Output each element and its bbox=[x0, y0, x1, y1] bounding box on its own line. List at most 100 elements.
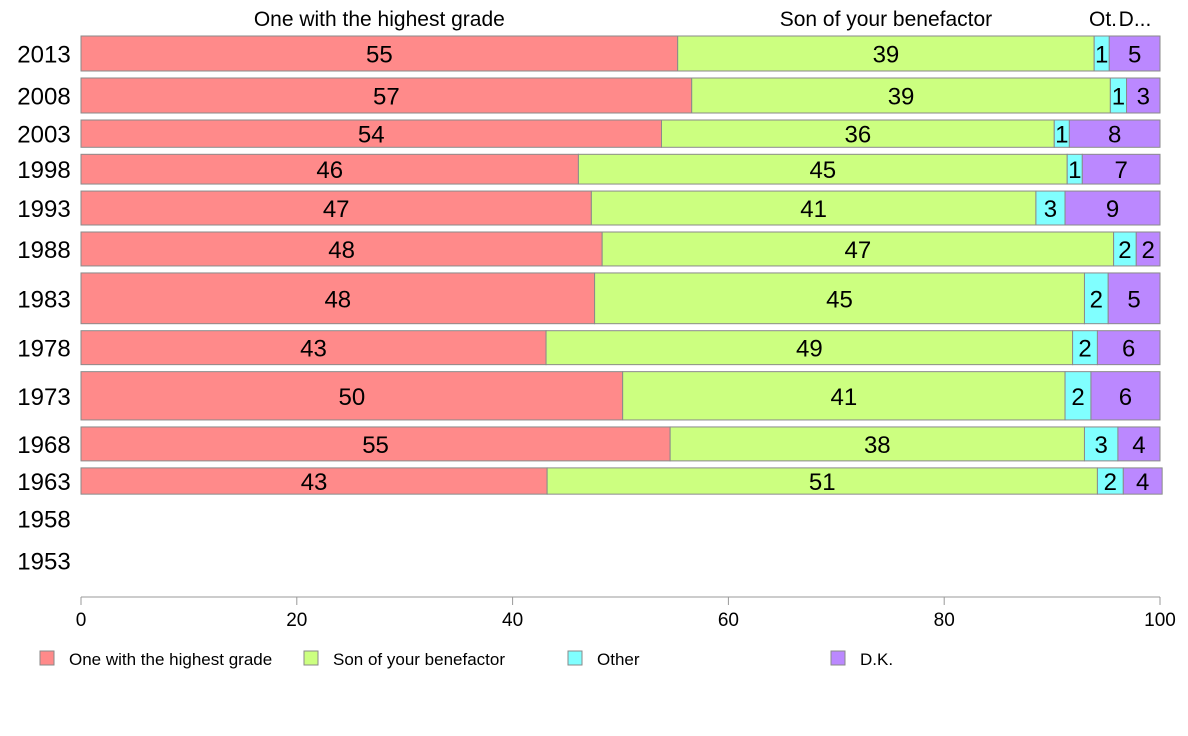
bar-value-label: 2 bbox=[1090, 286, 1103, 313]
bar-value-label: 1 bbox=[1068, 157, 1081, 184]
bar-value-label: 2 bbox=[1078, 336, 1091, 363]
bar-segment bbox=[546, 467, 1098, 495]
bars: 55 39 1 557 39 1 354 36 1 846 45 1 747 41 3 948 47 2 248 45… bbox=[80, 35, 1163, 496]
bar-segment bbox=[80, 77, 693, 114]
x-tick-label: 60 bbox=[718, 610, 739, 631]
bar-value-label: 1 bbox=[1095, 42, 1108, 69]
x-tick-label: 40 bbox=[502, 610, 523, 631]
bar-segment bbox=[601, 231, 1115, 267]
x-tick-label: 20 bbox=[286, 610, 307, 631]
bar-segment bbox=[1064, 371, 1092, 421]
category-label: 1968 bbox=[17, 432, 70, 459]
category-label: 2008 bbox=[17, 84, 70, 111]
bar-value-label: 38 bbox=[864, 432, 891, 459]
category-label: 1958 bbox=[17, 507, 70, 534]
legend-swatch bbox=[303, 650, 319, 666]
bar-value-label: 55 bbox=[366, 42, 393, 69]
category-label: 1963 bbox=[17, 469, 70, 496]
bar-segment bbox=[1122, 467, 1163, 495]
bar-segment bbox=[1096, 330, 1161, 366]
bar-value-label: 36 bbox=[845, 122, 872, 149]
series-header-label: One with the highest grade bbox=[254, 8, 505, 31]
bar-value-label: 47 bbox=[845, 237, 872, 264]
legend-label: Other bbox=[597, 650, 640, 669]
bar-value-label: 50 bbox=[338, 384, 365, 411]
x-axis: 0 20 40 60 80 100 bbox=[76, 596, 1176, 631]
bar-segment bbox=[1107, 272, 1161, 325]
bar-segment bbox=[1108, 35, 1161, 72]
category-labels: 2013 2008 2003 1998 1993 1988 1983 1978 1973 1968… bbox=[17, 42, 70, 576]
category-label: 1998 bbox=[17, 157, 70, 184]
legend-swatch bbox=[567, 650, 583, 666]
bar-segment bbox=[80, 231, 603, 267]
bar-value-label: 39 bbox=[873, 42, 900, 69]
bar-value-label: 5 bbox=[1128, 42, 1141, 69]
bar-segment bbox=[80, 272, 596, 325]
series-header-label: Ot. bbox=[1089, 8, 1117, 31]
category-label: 1973 bbox=[17, 384, 70, 411]
bar-segment bbox=[1090, 371, 1161, 421]
bar-segment bbox=[590, 190, 1037, 226]
legend-label: D.K. bbox=[860, 650, 893, 669]
category-label: 1993 bbox=[17, 196, 70, 223]
bar-value-label: 6 bbox=[1119, 384, 1132, 411]
bar-segment bbox=[80, 371, 624, 421]
legend-label: One with the highest grade bbox=[69, 650, 272, 669]
bar-value-label: 41 bbox=[831, 384, 858, 411]
x-tick-label: 80 bbox=[934, 610, 955, 631]
bar-value-label: 9 bbox=[1106, 196, 1119, 223]
bar-segment bbox=[1083, 426, 1119, 462]
bar-value-label: 1 bbox=[1112, 84, 1125, 111]
bar-segment bbox=[80, 35, 679, 72]
bar-value-label: 1 bbox=[1055, 122, 1068, 149]
category-label: 1983 bbox=[17, 286, 70, 313]
bar-value-label: 43 bbox=[300, 336, 327, 363]
x-tick-label: 100 bbox=[1144, 610, 1176, 631]
bar-value-label: 8 bbox=[1108, 122, 1121, 149]
category-label: 1978 bbox=[17, 336, 70, 363]
legend-swatch bbox=[830, 650, 846, 666]
bar-segment bbox=[577, 153, 1068, 185]
bar-value-label: 2 bbox=[1118, 237, 1131, 264]
bar-segment bbox=[545, 330, 1074, 366]
bar-segment bbox=[1035, 190, 1066, 226]
bar-value-label: 43 bbox=[301, 469, 328, 496]
bar-segment bbox=[80, 190, 592, 226]
bar-segment bbox=[594, 272, 1085, 325]
bar-segment bbox=[1068, 119, 1161, 148]
bar-segment bbox=[1081, 153, 1161, 185]
bar-value-label: 6 bbox=[1122, 336, 1135, 363]
bar-value-label: 57 bbox=[373, 84, 400, 111]
bar-value-label: 5 bbox=[1127, 286, 1140, 313]
bar-segment bbox=[80, 467, 548, 495]
category-label: 2003 bbox=[17, 122, 70, 149]
bar-segment bbox=[691, 77, 1111, 114]
bar-value-label: 48 bbox=[328, 237, 355, 264]
bar-value-label: 7 bbox=[1114, 157, 1127, 184]
bar-value-label: 47 bbox=[323, 196, 350, 223]
bar-value-label: 2 bbox=[1104, 469, 1117, 496]
bar-segment bbox=[622, 371, 1066, 421]
bar-value-label: 55 bbox=[362, 432, 389, 459]
bar-segment bbox=[80, 153, 579, 185]
bar-value-label: 3 bbox=[1137, 84, 1150, 111]
bar-value-label: 3 bbox=[1044, 196, 1057, 223]
bar-value-label: 48 bbox=[324, 286, 351, 313]
bar-value-label: 3 bbox=[1095, 432, 1108, 459]
bar-value-label: 4 bbox=[1136, 469, 1149, 496]
bar-segment bbox=[677, 35, 1095, 72]
bar-value-label: 46 bbox=[316, 157, 343, 184]
bar-segment bbox=[669, 426, 1085, 462]
bar-value-label: 41 bbox=[800, 196, 827, 223]
bar-segment bbox=[1126, 77, 1161, 114]
legend: One with the highest grade Son of your be… bbox=[39, 650, 893, 669]
category-label: 2013 bbox=[17, 42, 70, 69]
x-tick-label: 0 bbox=[76, 610, 87, 631]
legend-label: Son of your benefactor bbox=[333, 650, 505, 669]
bar-segment bbox=[1117, 426, 1161, 462]
bar-value-label: 54 bbox=[358, 122, 385, 149]
category-label: 1953 bbox=[17, 549, 70, 576]
bar-value-label: 45 bbox=[809, 157, 836, 184]
legend-swatch bbox=[39, 650, 55, 666]
category-label: 1988 bbox=[17, 237, 70, 264]
